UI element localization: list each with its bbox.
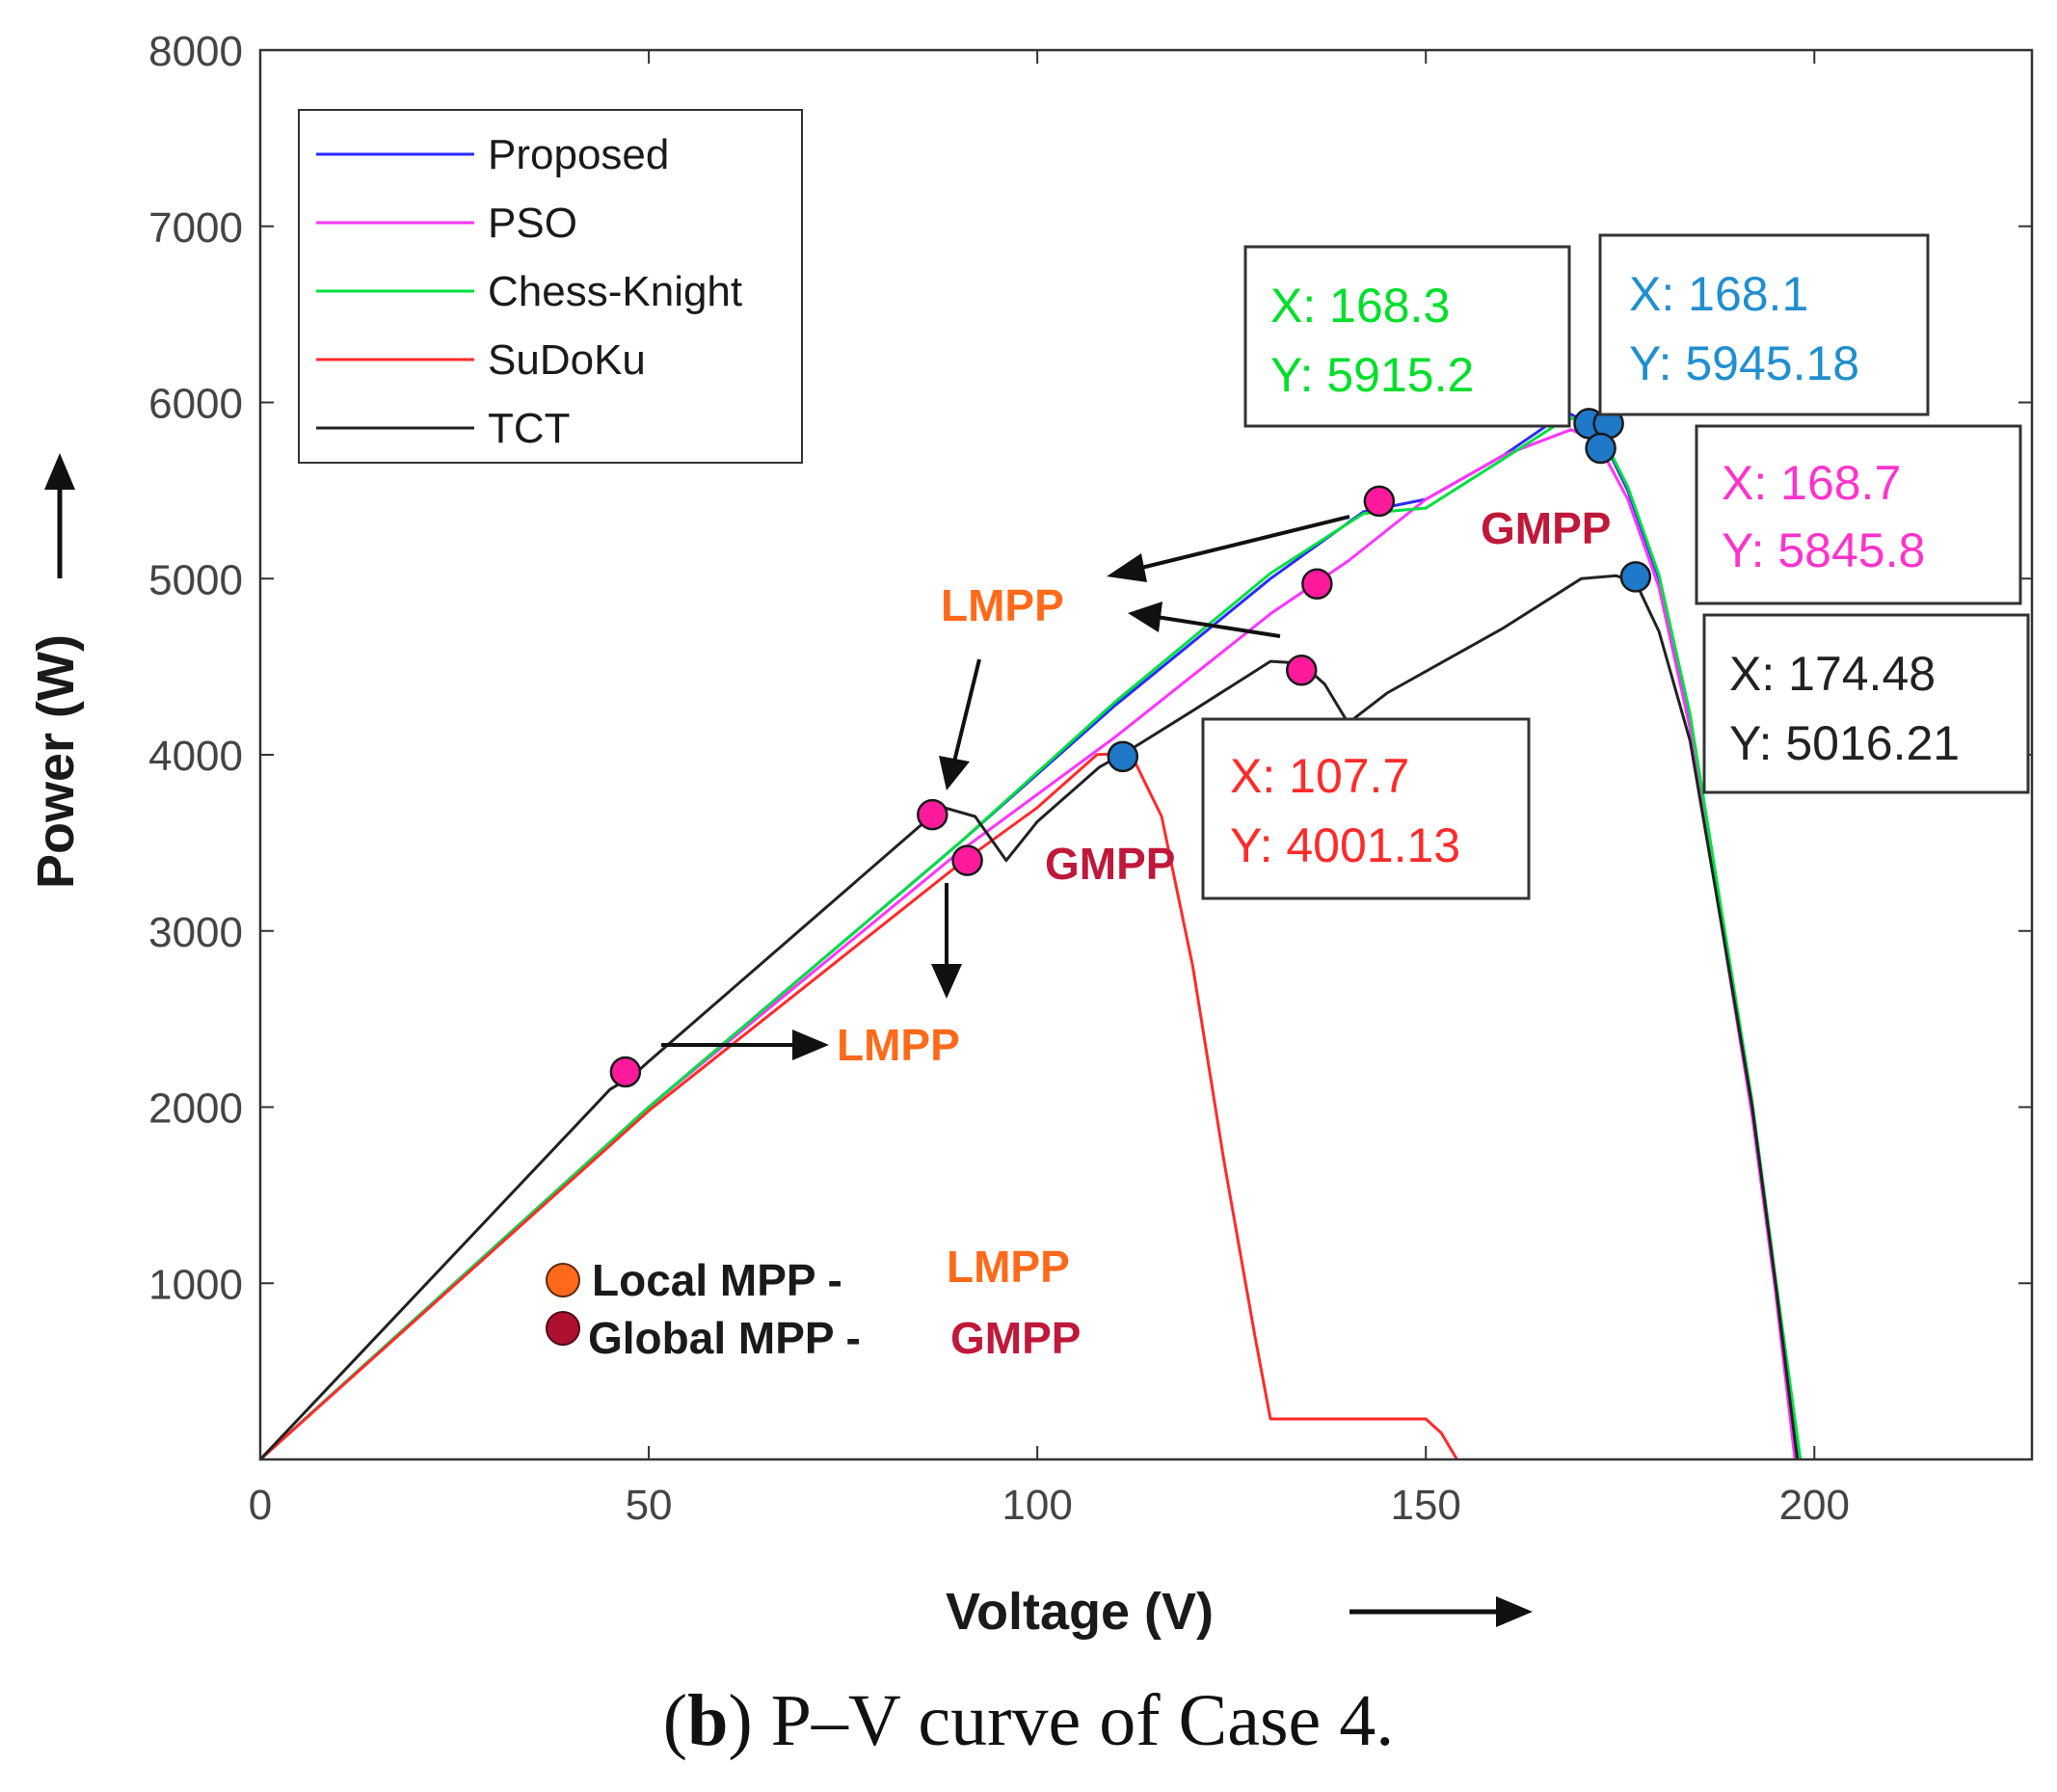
datatip-y: Y: 5915.2 (1270, 348, 1474, 402)
x-axis-arrow (1349, 1596, 1533, 1627)
x-tick-label: 100 (1002, 1482, 1072, 1529)
gmpp-marker (1585, 432, 1616, 465)
datatip-chess-knight: X: 168.3 Y: 5915.2 (1243, 245, 1571, 428)
gmpp-label-lower: GMPP (1045, 839, 1175, 889)
legend-label-pso: PSO (488, 200, 577, 247)
y-tick-label: 3000 (148, 909, 243, 956)
y-axis-label: Power (W) (27, 634, 85, 889)
legend: Proposed PSO Chess-Knight SuDoKu TCT (298, 109, 803, 464)
key-dot-global (546, 1311, 580, 1346)
x-tick-label: 0 (249, 1482, 272, 1529)
datatip-x: X: 168.3 (1270, 279, 1450, 333)
series-line-sudoku (258, 751, 1458, 1461)
gmpp-marker (1619, 561, 1652, 593)
key-label-local: Local MPP - (592, 1255, 842, 1305)
datatip-proposed: X: 168.1 Y: 5945.18 (1598, 233, 1930, 416)
pv-chart: 0 50 100 150 200 1000 2000 3000 4000 5000 6000 7000… (27, 28, 2034, 1641)
legend-label-chess-knight: Chess-Knight (488, 268, 742, 315)
datatip-y: Y: 4001.13 (1230, 818, 1460, 872)
y-tick-label: 1000 (148, 1261, 243, 1308)
y-tick-label: 7000 (148, 204, 243, 252)
series-line-proposed (258, 411, 1801, 1461)
datatip-x: X: 168.1 (1629, 267, 1808, 321)
y-tick-label: 2000 (148, 1085, 243, 1133)
x-tick-label: 50 (626, 1482, 673, 1529)
series-lines (258, 411, 1803, 1461)
figure-caption: (b) P–V curve of Case 4. (662, 1680, 1395, 1761)
caption-text: P–V curve of Case 4. (752, 1680, 1395, 1761)
lmpp-label-upper: LMPP (941, 580, 1064, 630)
caption-panel-letter: b (687, 1680, 729, 1761)
x-tick-label: 200 (1779, 1482, 1850, 1529)
lmpp-marker (1301, 568, 1333, 600)
lmpp-marker (609, 1056, 642, 1088)
y-tick-label: 6000 (148, 381, 243, 428)
legend-label-proposed: Proposed (488, 131, 669, 178)
datatip-x: X: 168.7 (1722, 456, 1901, 510)
datatip-pso: X: 168.7 Y: 5845.8 (1695, 424, 2022, 605)
y-tick-label: 4000 (148, 733, 243, 780)
key-dot-local (546, 1263, 580, 1297)
lmpp-marker (951, 844, 983, 876)
series-line-chess-knight (258, 415, 1803, 1461)
x-tick-label: 150 (1390, 1482, 1460, 1529)
pointer-arrows (661, 515, 1350, 1060)
gmpp-label-upper: GMPP (1481, 503, 1611, 553)
key-label-global: Global MPP - (588, 1313, 861, 1363)
legend-label-tct: TCT (488, 405, 571, 452)
legend-label-sudoku: SuDoKu (488, 336, 646, 384)
key-abbr-global: GMPP (950, 1313, 1081, 1363)
datatip-sudoku: X: 107.7 Y: 4001.13 (1201, 717, 1531, 900)
gmpp-marker (1107, 740, 1139, 773)
datatip-tct: X: 174.48 Y: 5016.21 (1702, 613, 2030, 794)
datatip-x: X: 107.7 (1230, 749, 1409, 803)
datatip-y: Y: 5845.8 (1722, 523, 1925, 577)
key-abbr-local: LMPP (947, 1242, 1070, 1292)
y-axis-arrow (44, 453, 75, 578)
marker-key: Local MPP - LMPP Global MPP - GMPP (546, 1242, 1081, 1363)
datatip-y: Y: 5016.21 (1729, 716, 1960, 770)
lmpp-marker (1363, 485, 1396, 518)
x-axis-label: Voltage (V) (946, 1583, 1214, 1641)
datatip-x: X: 174.48 (1729, 647, 1936, 701)
axis-ticks: 0 50 100 150 200 1000 2000 3000 4000 5000 6000 7000… (148, 28, 2032, 1529)
datatip-y: Y: 5945.18 (1629, 336, 1859, 390)
lmpp-marker (917, 798, 948, 831)
lmpp-marker (1285, 655, 1318, 686)
y-tick-label: 5000 (148, 556, 243, 603)
lmpp-label-lower: LMPP (837, 1020, 960, 1070)
mpp-markers (609, 408, 1652, 1088)
y-tick-label: 8000 (148, 28, 243, 75)
